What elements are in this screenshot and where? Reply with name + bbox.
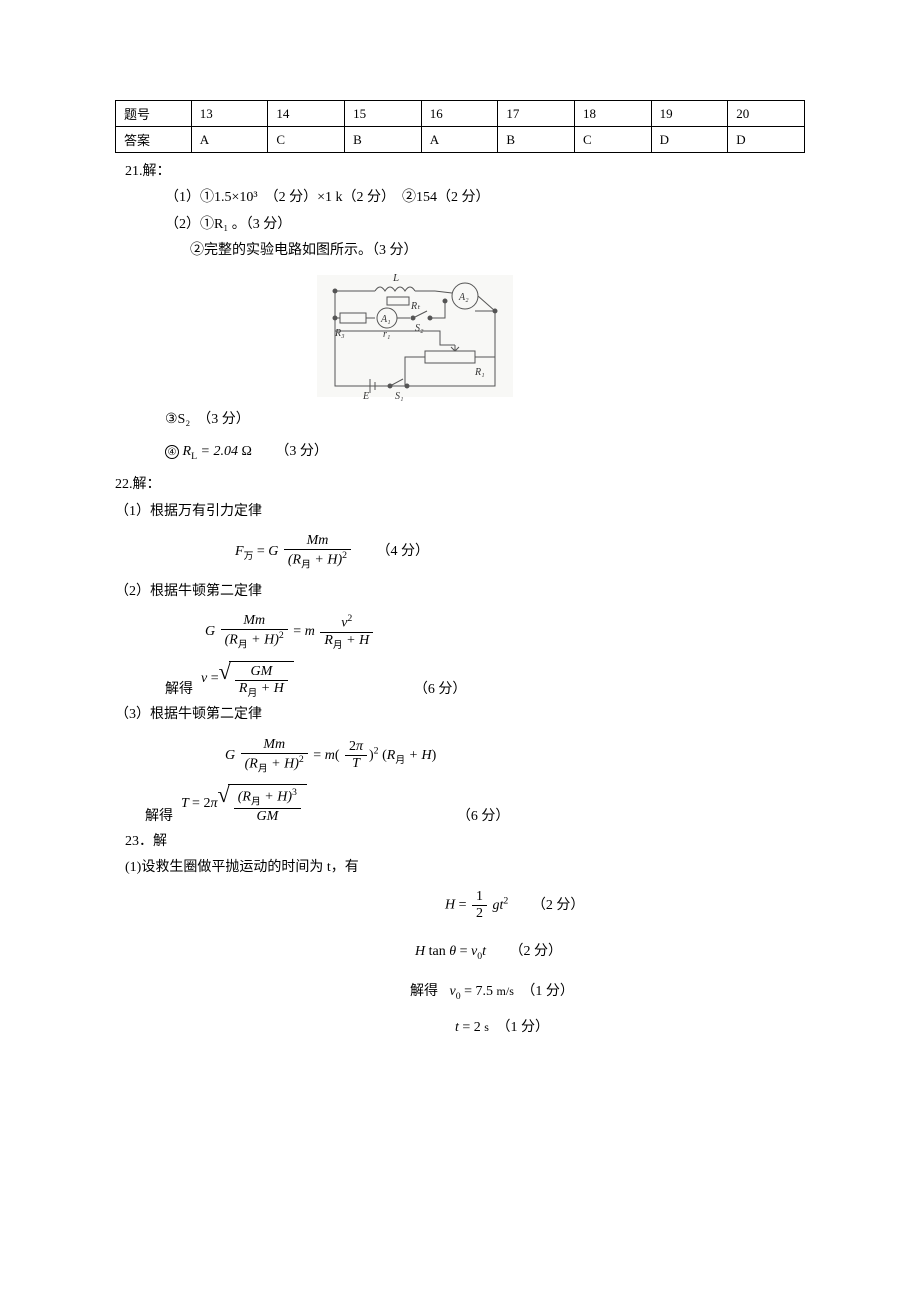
cell: C	[574, 127, 651, 153]
label-E: E	[362, 391, 369, 401]
label-A2: A₂	[458, 292, 469, 303]
label-Rt: Rₜ	[410, 301, 421, 312]
score: （2 分）	[510, 944, 563, 959]
q23-formula4: t = 2 s （1 分）	[115, 1016, 805, 1036]
row-header: 答案	[116, 127, 192, 153]
unit: m/s	[497, 984, 514, 998]
q22-formula2: G Mm (R月 + H)2 = m v2 R月 + H	[115, 613, 805, 650]
score: （6 分）	[457, 805, 510, 825]
score: （2 分）	[532, 898, 585, 913]
solve-label: 解得	[165, 678, 193, 698]
q23-formula3: 解得 v0 = 7.5 m/s （1 分）	[115, 980, 805, 1002]
circuit-diagram: L Rₜ A₁ A₂ R₃ S₂ r₁ E S₁ R₁	[315, 271, 515, 401]
q22-formula1: F万 = G Mm (R月 + H)2 （4 分）	[115, 533, 805, 570]
cell: D	[651, 127, 728, 153]
q22-p2: （2）根据牛顿第二定律	[115, 581, 805, 603]
label-S1: S₁	[395, 391, 403, 401]
cell: 18	[574, 101, 651, 127]
cell: B	[345, 127, 422, 153]
q22-p3: （3）根据牛顿第二定律	[115, 704, 805, 726]
cell: 20	[728, 101, 805, 127]
q21-part3: ③S₂ （3 分）	[115, 409, 805, 431]
row-header: 题号	[116, 101, 192, 127]
q22-heading: 22.解：	[115, 474, 805, 496]
q21-part2a: （2）①R₁ 。（3 分）	[115, 214, 805, 236]
q22-p1: （1）根据万有引力定律	[115, 501, 805, 523]
label-R3: R₃	[334, 328, 345, 339]
q21-part4: ④ RL = 2.04 Ω （3 分）	[115, 441, 805, 464]
cell: 19	[651, 101, 728, 127]
score: （6 分）	[414, 678, 467, 698]
cell: C	[268, 127, 345, 153]
cell: 13	[191, 101, 268, 127]
score: （4 分）	[377, 544, 430, 559]
q23-formula2: H tan θ = v0t （2 分）	[115, 940, 805, 962]
score: （1 分）	[521, 984, 574, 999]
score: （1 分）	[496, 1020, 549, 1035]
label-L: L	[392, 272, 399, 284]
score: （3 分）	[275, 444, 328, 459]
cell: A	[421, 127, 498, 153]
cell: 16	[421, 101, 498, 127]
q21-part2b: ②完整的实验电路如图所示。（3 分）	[115, 240, 805, 262]
cell: 15	[345, 101, 422, 127]
q23-formula1: H = 1 2 gt2 （2 分）	[115, 889, 805, 922]
circled-4: ④	[165, 445, 179, 459]
q22-formula2-solve: 解得 v = √ GM R月 + H （6 分）	[115, 661, 805, 699]
cell: 17	[498, 101, 575, 127]
label-S2: S₂	[415, 323, 424, 334]
table-row: 题号 13 14 15 16 17 18 19 20	[116, 101, 805, 127]
q21-part1: （1）①1.5×10³ （2 分）×1 k（2 分） ②154（2 分）	[115, 187, 805, 209]
cell: D	[728, 127, 805, 153]
q22-formula3: G Mm (R月 + H)2 = m( 2π T )2 (R月 + H)	[115, 737, 805, 774]
label-r1: r₁	[383, 329, 390, 340]
cell: B	[498, 127, 575, 153]
answer-table: 题号 13 14 15 16 17 18 19 20 答案 A C B A B …	[115, 100, 805, 153]
solve-label: 解得	[145, 805, 173, 825]
q22-formula3-solve: 解得 T = 2π √ (R月 + H)3 GM （6 分）	[115, 784, 805, 824]
unit: Ω	[242, 444, 252, 459]
q23-heading: 23．解	[115, 831, 805, 853]
cell: A	[191, 127, 268, 153]
cell: 14	[268, 101, 345, 127]
unit: s	[484, 1020, 489, 1034]
table-row: 答案 A C B A B C D D	[116, 127, 805, 153]
label-R1: R₁	[474, 367, 485, 378]
label-A1: A₁	[380, 314, 391, 325]
q21-heading: 21.解：	[115, 161, 805, 183]
solve-label: 解得	[410, 984, 438, 999]
q23-p1: (1)设救生圈做平抛运动的时间为 t，有	[115, 857, 805, 879]
